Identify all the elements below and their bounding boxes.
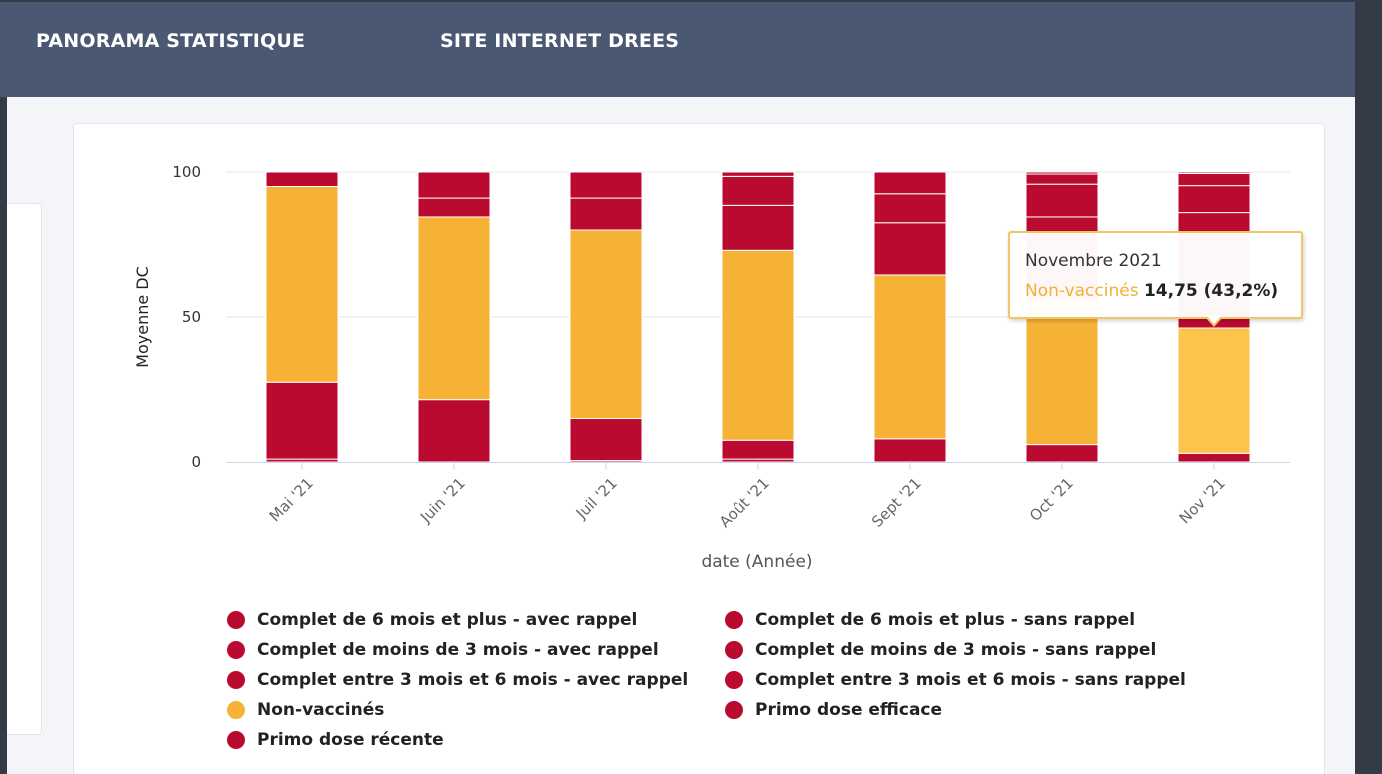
left-side-panel bbox=[7, 203, 42, 735]
legend-item[interactable]: Non-vaccinés bbox=[227, 698, 384, 722]
tooltip-line: Non-vaccinés 14,75 (43,2%) bbox=[1025, 281, 1278, 301]
legend-item[interactable]: Complet de moins de 3 mois - avec rappel bbox=[227, 638, 659, 662]
legend-dot-icon bbox=[227, 731, 245, 749]
tooltip-title: Novembre 2021 bbox=[1025, 251, 1162, 271]
x-tick-label: Août '21 bbox=[716, 474, 773, 531]
bar-segment[interactable] bbox=[873, 438, 947, 463]
legend-label: Complet de 6 mois et plus - avec rappel bbox=[257, 610, 638, 630]
bar-segment[interactable] bbox=[1025, 173, 1099, 185]
bar-segment[interactable] bbox=[1177, 185, 1251, 214]
bar-segment[interactable] bbox=[721, 249, 795, 441]
legend-dot-icon bbox=[725, 641, 743, 659]
bar-segment[interactable] bbox=[1177, 172, 1251, 187]
y-tick-label: 0 bbox=[191, 453, 201, 471]
bar-segment[interactable] bbox=[1025, 183, 1099, 218]
bar-segment[interactable] bbox=[265, 186, 339, 383]
bar-segment[interactable] bbox=[417, 197, 491, 218]
legend-dot-icon bbox=[725, 671, 743, 689]
bar-segment[interactable] bbox=[265, 171, 339, 187]
bar-segment[interactable] bbox=[1177, 452, 1251, 463]
bar-segment[interactable] bbox=[569, 171, 643, 199]
bar-segment[interactable] bbox=[1177, 327, 1251, 454]
x-tick-label: Nov '21 bbox=[1176, 474, 1229, 527]
nav-link-panorama[interactable]: PANORAMA STATISTIQUE bbox=[36, 30, 306, 52]
legend-label: Complet de moins de 3 mois - sans rappel bbox=[755, 640, 1157, 660]
tooltip-pointer-fill bbox=[1207, 316, 1221, 324]
bar-segment[interactable] bbox=[1177, 171, 1251, 174]
legend-dot-icon bbox=[725, 611, 743, 629]
tooltip-value: 14,75 (43,2%) bbox=[1143, 281, 1279, 301]
bar-segment[interactable] bbox=[721, 204, 795, 251]
y-axis-label: Moyenne DC bbox=[133, 266, 152, 368]
bar-segment[interactable] bbox=[1025, 300, 1099, 446]
x-tick-label: Oct '21 bbox=[1026, 474, 1077, 525]
x-tick-label: Juil '21 bbox=[572, 474, 621, 523]
legend-dot-icon bbox=[227, 611, 245, 629]
x-axis-ticks: Mai '21 Juin '21 Juil '21 Août '21 Sept '21 O… bbox=[266, 462, 1229, 531]
legend-label: Primo dose récente bbox=[257, 730, 444, 750]
bar-segment[interactable] bbox=[569, 197, 643, 231]
bar-segment[interactable] bbox=[265, 381, 339, 460]
bar-segment[interactable] bbox=[721, 171, 795, 177]
legend-item[interactable]: Complet de moins de 3 mois - sans rappel bbox=[725, 638, 1156, 662]
legend-label: Non-vaccinés bbox=[257, 700, 385, 720]
left-edge-shadow bbox=[0, 97, 7, 774]
tooltip-series-name: Non-vaccinés bbox=[1025, 281, 1139, 301]
bar-segment[interactable] bbox=[873, 193, 947, 224]
legend-dot-icon bbox=[725, 701, 743, 719]
legend-item[interactable]: Complet entre 3 mois et 6 mois - sans ra… bbox=[725, 668, 1186, 692]
y-tick-label: 100 bbox=[172, 163, 201, 181]
bar-segment[interactable] bbox=[721, 439, 795, 460]
legend-label: Complet entre 3 mois et 6 mois - avec ra… bbox=[257, 670, 689, 690]
bar-segment[interactable] bbox=[873, 222, 947, 276]
bar-segment[interactable] bbox=[873, 171, 947, 195]
x-tick-label: Sept '21 bbox=[868, 474, 925, 531]
legend-item[interactable]: Primo dose efficace bbox=[725, 698, 942, 722]
bar-segment[interactable] bbox=[417, 171, 491, 199]
y-tick-label: 50 bbox=[182, 308, 201, 326]
chart-tooltip: Novembre 2021 Non-vaccinés 14,75 (43,2%) bbox=[1008, 231, 1303, 319]
chart-bars bbox=[265, 171, 1251, 463]
legend-item[interactable]: Complet entre 3 mois et 6 mois - avec ra… bbox=[227, 668, 688, 692]
x-axis-label: date (Année) bbox=[701, 552, 812, 572]
legend-label: Complet entre 3 mois et 6 mois - sans ra… bbox=[755, 670, 1186, 690]
x-tick-label: Mai '21 bbox=[266, 474, 317, 525]
legend-dot-icon bbox=[227, 671, 245, 689]
legend-dot-icon bbox=[227, 701, 245, 719]
legend-item[interactable]: Complet de 6 mois et plus - avec rappel bbox=[227, 608, 637, 632]
nav-link-site-drees[interactable]: SITE INTERNET DREES bbox=[440, 30, 680, 52]
x-tick-label: Juin '21 bbox=[416, 474, 469, 527]
y-axis-ticks: 0 50 100 bbox=[172, 163, 201, 471]
bar-segment[interactable] bbox=[569, 229, 643, 419]
legend-label: Complet de 6 mois et plus - sans rappel bbox=[755, 610, 1136, 630]
bar-segment[interactable] bbox=[417, 216, 491, 401]
legend-label: Complet de moins de 3 mois - avec rappel bbox=[257, 640, 659, 660]
bar-segment[interactable] bbox=[417, 399, 491, 463]
legend-item[interactable]: Complet de 6 mois et plus - sans rappel bbox=[725, 608, 1135, 632]
top-navbar: PANORAMA STATISTIQUE SITE INTERNET DREES bbox=[0, 0, 1355, 97]
legend-label: Primo dose efficace bbox=[755, 700, 943, 720]
bar-segment[interactable] bbox=[1025, 171, 1099, 175]
legend-dot-icon bbox=[227, 641, 245, 659]
bar-segment[interactable] bbox=[1025, 444, 1099, 463]
bar-segment[interactable] bbox=[721, 175, 795, 206]
bar-segment[interactable] bbox=[569, 418, 643, 462]
legend-item[interactable]: Primo dose récente bbox=[227, 728, 444, 752]
bar-segment[interactable] bbox=[873, 274, 947, 440]
